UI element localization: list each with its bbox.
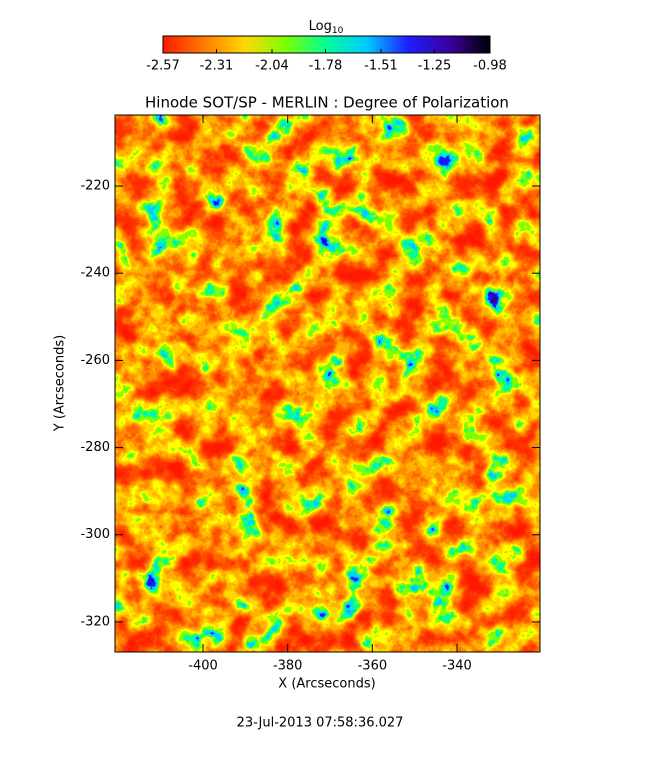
x-tick-label: -340 — [442, 659, 472, 674]
y-tick-label: -300 — [80, 527, 110, 542]
colorbar-ramp — [162, 35, 491, 54]
x-axis-label: X (Arcseconds) — [278, 677, 375, 692]
colorbar-tick-label: -0.98 — [473, 59, 507, 74]
colorbar-tick-label: -1.25 — [418, 59, 452, 74]
y-tick-label: -320 — [80, 614, 110, 629]
colorbar-label-text: Log — [309, 19, 332, 34]
y-tick-label: -220 — [80, 179, 110, 194]
y-tick-label: -280 — [80, 440, 110, 455]
plot-frame — [114, 114, 541, 653]
colorbar-tick-label: -1.51 — [364, 59, 398, 74]
colorbar-tick-label: -2.57 — [146, 59, 180, 74]
colorbar-tick-label: -2.04 — [255, 59, 289, 74]
x-tick-label: -360 — [358, 659, 388, 674]
y-axis-label: Y (Arcseconds) — [53, 335, 68, 432]
colorbar-tick-label: -2.31 — [200, 59, 234, 74]
y-tick-label: -260 — [80, 353, 110, 368]
y-tick-label: -240 — [80, 266, 110, 281]
chart-title: Hinode SOT/SP - MERLIN : Degree of Polar… — [145, 94, 509, 112]
colorbar-tick-label: -1.78 — [309, 59, 343, 74]
x-tick-label: -400 — [188, 659, 218, 674]
colorbar-label: Log10 — [309, 19, 344, 36]
timestamp: 23-Jul-2013 07:58:36.027 — [237, 716, 404, 731]
colorbar-label-subscript: 10 — [332, 26, 344, 36]
colorbar: Log10 -2.57 -2.31 -2.04 -1.78 -1.51 -1.25 -0.9… — [146, 19, 507, 74]
polarization-image — [115, 115, 540, 652]
x-tick-label: -380 — [273, 659, 303, 674]
